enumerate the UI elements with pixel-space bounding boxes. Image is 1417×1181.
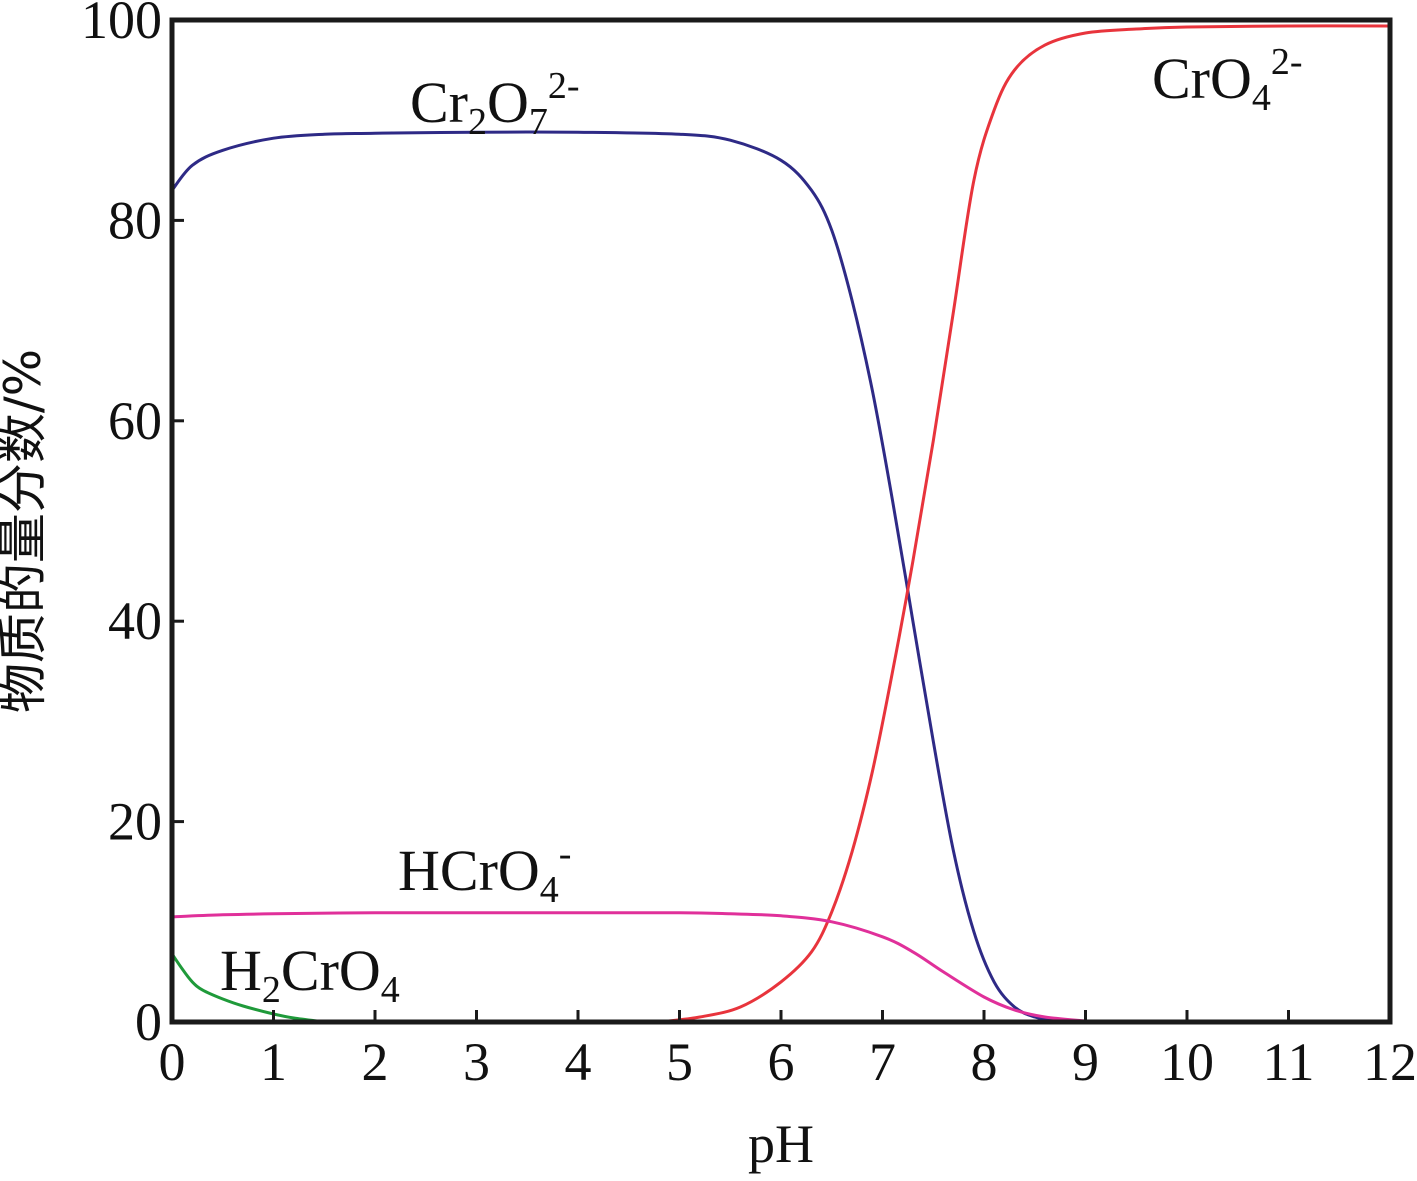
x-tick-label: 5	[666, 1032, 693, 1092]
x-tick-label: 12	[1363, 1032, 1417, 1092]
x-tick-label: 8	[971, 1032, 998, 1092]
y-tick-label: 20	[108, 792, 162, 852]
y-tick-label: 60	[108, 391, 162, 451]
x-tick-label: 4	[565, 1032, 592, 1092]
x-tick-label: 2	[362, 1032, 389, 1092]
plot-frame	[169, 17, 1393, 1025]
x-tick-label: 11	[1263, 1032, 1315, 1092]
x-tick-label: 9	[1072, 1032, 1099, 1092]
y-tick-label: 80	[108, 190, 162, 250]
x-tick-label: 10	[1160, 1032, 1214, 1092]
x-tick-label: 1	[260, 1032, 287, 1092]
x-axis-title: pH	[748, 1114, 814, 1174]
series-label-chromic-acid: H2CrO4	[220, 938, 400, 1011]
series-line-0	[170, 130, 1086, 1024]
y-tick-label: 40	[108, 591, 162, 651]
series-layer	[170, 24, 1391, 1024]
series-label-hydrogen-chromate: HCrO4-	[398, 833, 571, 911]
y-tick-label: 0	[135, 992, 162, 1052]
x-tick-label: 6	[768, 1032, 795, 1092]
series-label-dichromate: Cr2O72-	[410, 65, 580, 143]
x-tick-label: 0	[159, 1032, 186, 1092]
x-tick-label: 3	[463, 1032, 490, 1092]
series-label-chromate: CrO42-	[1152, 41, 1303, 119]
series-line-1	[659, 24, 1391, 1024]
series-line-2	[171, 911, 1086, 1023]
x-tick-label: 7	[869, 1032, 896, 1092]
series-line-3	[170, 953, 325, 1024]
y-axis-title: 物质的量分数/%	[0, 349, 52, 713]
y-tick-label: 100	[81, 0, 162, 50]
